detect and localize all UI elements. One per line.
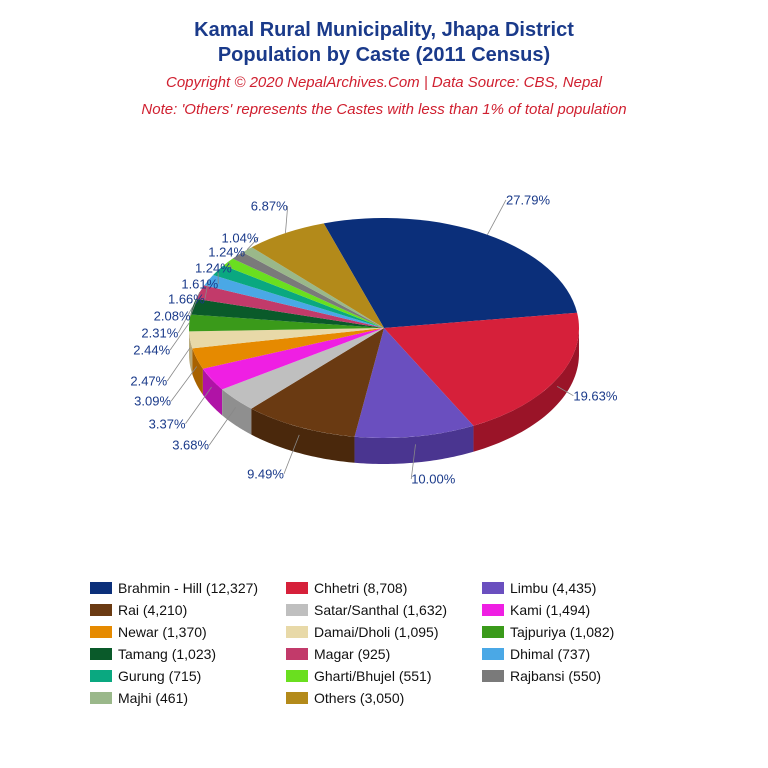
pct-label: 1.24% (195, 261, 232, 276)
legend-label: Damai/Dholi (1,095) (314, 624, 439, 640)
legend-swatch (90, 692, 112, 704)
legend-label: Satar/Santhal (1,632) (314, 602, 447, 618)
legend-item: Dhimal (737) (482, 646, 678, 662)
leader-line (171, 367, 197, 402)
legend-item: Tamang (1,023) (90, 646, 286, 662)
chart-title-line1: Kamal Rural Municipality, Jhapa District (0, 18, 768, 43)
pct-label: 2.44% (133, 343, 170, 358)
legend-swatch (90, 626, 112, 638)
legend-label: Dhimal (737) (510, 646, 590, 662)
legend-label: Chhetri (8,708) (314, 580, 407, 596)
legend-label: Kami (1,494) (510, 602, 590, 618)
legend-swatch (482, 626, 504, 638)
legend-label: Rajbansi (550) (510, 668, 601, 684)
legend-swatch (286, 670, 308, 682)
legend-item: Others (3,050) (286, 690, 482, 706)
pct-label: 3.09% (134, 394, 171, 409)
legend-swatch (90, 582, 112, 594)
pct-label: 9.49% (247, 466, 284, 481)
legend-label: Tajpuriya (1,082) (510, 624, 614, 640)
note-text: Note: 'Others' represents the Castes wit… (0, 101, 768, 118)
legend-item: Gurung (715) (90, 668, 286, 684)
legend-item: Limbu (4,435) (482, 580, 678, 596)
legend-item: Majhi (461) (90, 690, 286, 706)
pct-label: 2.31% (141, 325, 178, 340)
legend-swatch (482, 604, 504, 616)
legend-swatch (482, 648, 504, 660)
legend-item: Kami (1,494) (482, 602, 678, 618)
legend-item: Damai/Dholi (1,095) (286, 624, 482, 640)
legend-item: Satar/Santhal (1,632) (286, 602, 482, 618)
legend-label: Others (3,050) (314, 690, 404, 706)
chart-title-line2: Population by Caste (2011 Census) (0, 43, 768, 68)
legend-swatch (286, 692, 308, 704)
pct-label: 1.24% (208, 245, 245, 260)
legend-label: Limbu (4,435) (510, 580, 596, 596)
pie-svg (0, 128, 768, 518)
legend-swatch (286, 582, 308, 594)
legend-swatch (286, 626, 308, 638)
pct-label: 1.04% (222, 230, 259, 245)
legend-item: Newar (1,370) (90, 624, 286, 640)
legend-label: Majhi (461) (118, 690, 188, 706)
legend-swatch (90, 604, 112, 616)
pct-label: 2.08% (154, 308, 191, 323)
legend-swatch (90, 670, 112, 682)
pct-label: 10.00% (411, 472, 455, 487)
legend-label: Tamang (1,023) (118, 646, 216, 662)
legend-label: Brahmin - Hill (12,327) (118, 580, 258, 596)
legend-item: Tajpuriya (1,082) (482, 624, 678, 640)
pct-label: 1.66% (168, 292, 205, 307)
legend-label: Gharti/Bhujel (551) (314, 668, 432, 684)
leader-line (487, 200, 506, 235)
pct-label: 6.87% (251, 199, 288, 214)
legend-item: Chhetri (8,708) (286, 580, 482, 596)
legend-swatch (482, 582, 504, 594)
legend-label: Newar (1,370) (118, 624, 207, 640)
legend-label: Rai (4,210) (118, 602, 187, 618)
legend-swatch (286, 604, 308, 616)
chart-title-block: Kamal Rural Municipality, Jhapa District… (0, 0, 768, 118)
legend-swatch (286, 648, 308, 660)
legend-item: Rajbansi (550) (482, 668, 678, 684)
pct-label: 3.68% (172, 438, 209, 453)
legend: Brahmin - Hill (12,327) Chhetri (8,708) Li… (90, 580, 678, 706)
legend-swatch (482, 670, 504, 682)
pct-label: 27.79% (506, 192, 550, 207)
leader-line (167, 348, 190, 381)
pct-label: 2.47% (130, 374, 167, 389)
pie-chart: 27.79% 19.63% 10.00% 9.49% 3.68% 3.37% 3.09% 2.… (0, 128, 768, 518)
leader-line (186, 387, 212, 423)
legend-item: Gharti/Bhujel (551) (286, 668, 482, 684)
pct-label: 1.61% (181, 276, 218, 291)
copyright-text: Copyright © 2020 NepalArchives.Com | Dat… (0, 74, 768, 91)
pct-label: 19.63% (573, 388, 617, 403)
legend-item: Magar (925) (286, 646, 482, 662)
legend-item: Brahmin - Hill (12,327) (90, 580, 286, 596)
legend-label: Gurung (715) (118, 668, 201, 684)
pct-label: 3.37% (149, 416, 186, 431)
legend-label: Magar (925) (314, 646, 390, 662)
legend-item: Rai (4,210) (90, 602, 286, 618)
legend-swatch (90, 648, 112, 660)
